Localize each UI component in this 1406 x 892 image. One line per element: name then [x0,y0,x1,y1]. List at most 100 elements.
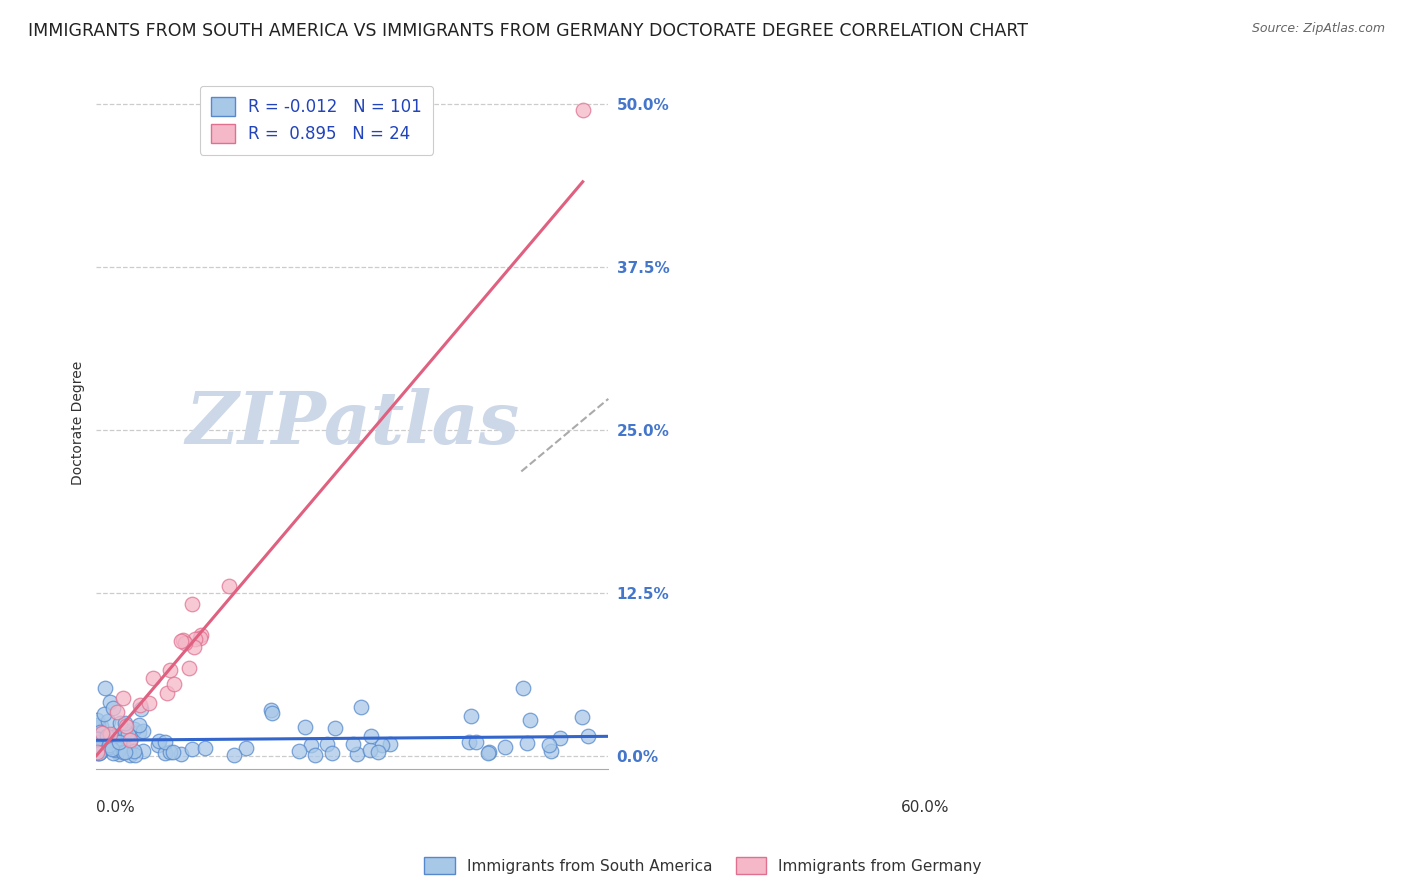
Point [163,677,186,691]
Point [93,736,115,750]
Point [350,699,373,714]
Point [108,747,131,761]
Point [101,700,124,714]
Point [101,742,124,756]
Point [235,740,257,755]
Point [571,103,593,117]
Point [108,716,131,731]
Point [105,705,128,719]
Point [108,731,131,746]
Point [98,727,121,741]
Point [94,681,117,695]
Point [181,597,204,611]
Point [89,724,111,739]
Point [93,707,115,722]
Legend: Immigrants from South America, Immigrants from Germany: Immigrants from South America, Immigrant… [418,851,988,880]
Point [100,695,122,709]
Point [124,723,146,737]
Point [294,720,316,734]
Point [107,737,129,751]
Point [323,721,346,735]
Point [122,744,145,758]
Point [512,681,534,695]
Point [464,734,486,748]
Point [103,746,125,760]
Point [260,706,283,720]
Point [101,737,124,751]
Point [128,724,150,739]
Text: 60.0%: 60.0% [901,800,949,814]
Point [108,742,131,756]
Point [288,744,311,758]
Point [87,746,110,760]
Point [86,741,108,756]
Point [114,715,136,730]
Point [477,746,499,760]
Point [86,732,108,747]
Point [86,732,108,747]
Point [576,729,599,743]
Point [342,737,364,751]
Point [172,633,194,648]
Point [132,724,155,739]
Point [86,713,108,727]
Point [194,740,217,755]
Point [104,743,127,757]
Point [321,747,343,761]
Text: Source: ZipAtlas.com: Source: ZipAtlas.com [1251,22,1385,36]
Point [155,746,177,760]
Y-axis label: Doctorate Degree: Doctorate Degree [72,361,86,485]
Point [89,745,111,759]
Point [181,742,204,756]
Point [174,636,197,650]
Point [224,748,246,763]
Point [114,723,136,738]
Point [114,745,136,759]
Point [90,744,112,758]
Point [112,738,135,752]
Point [380,738,402,752]
Point [370,738,392,752]
Point [118,732,141,747]
Point [112,691,135,706]
Point [90,719,112,733]
Point [519,713,541,727]
Point [170,747,193,761]
Point [148,734,170,748]
Point [495,740,517,755]
Point [104,739,127,754]
Point [96,729,118,743]
Point [156,686,179,700]
Point [516,736,538,750]
Point [118,747,141,762]
Point [89,746,111,760]
Point [315,737,337,751]
Point [87,744,110,758]
Point [110,735,132,749]
Point [190,631,212,645]
Point [118,743,141,757]
Point [117,727,139,741]
Point [93,739,115,753]
Point [94,738,117,752]
Point [112,745,135,759]
Point [87,718,110,732]
Point [184,632,207,646]
Text: 0.0%: 0.0% [97,800,135,814]
Point [367,745,389,759]
Point [183,640,205,655]
Legend: R = -0.012   N = 101, R =  0.895   N = 24: R = -0.012 N = 101, R = 0.895 N = 24 [200,86,433,155]
Point [346,747,368,762]
Point [93,740,115,755]
Point [129,698,152,712]
Point [190,628,212,642]
Point [538,738,561,752]
Point [103,730,125,744]
Point [124,747,146,762]
Point [540,744,562,758]
Point [170,633,193,648]
Point [162,745,184,759]
Point [128,718,150,732]
Point [108,734,131,748]
Point [260,703,283,717]
